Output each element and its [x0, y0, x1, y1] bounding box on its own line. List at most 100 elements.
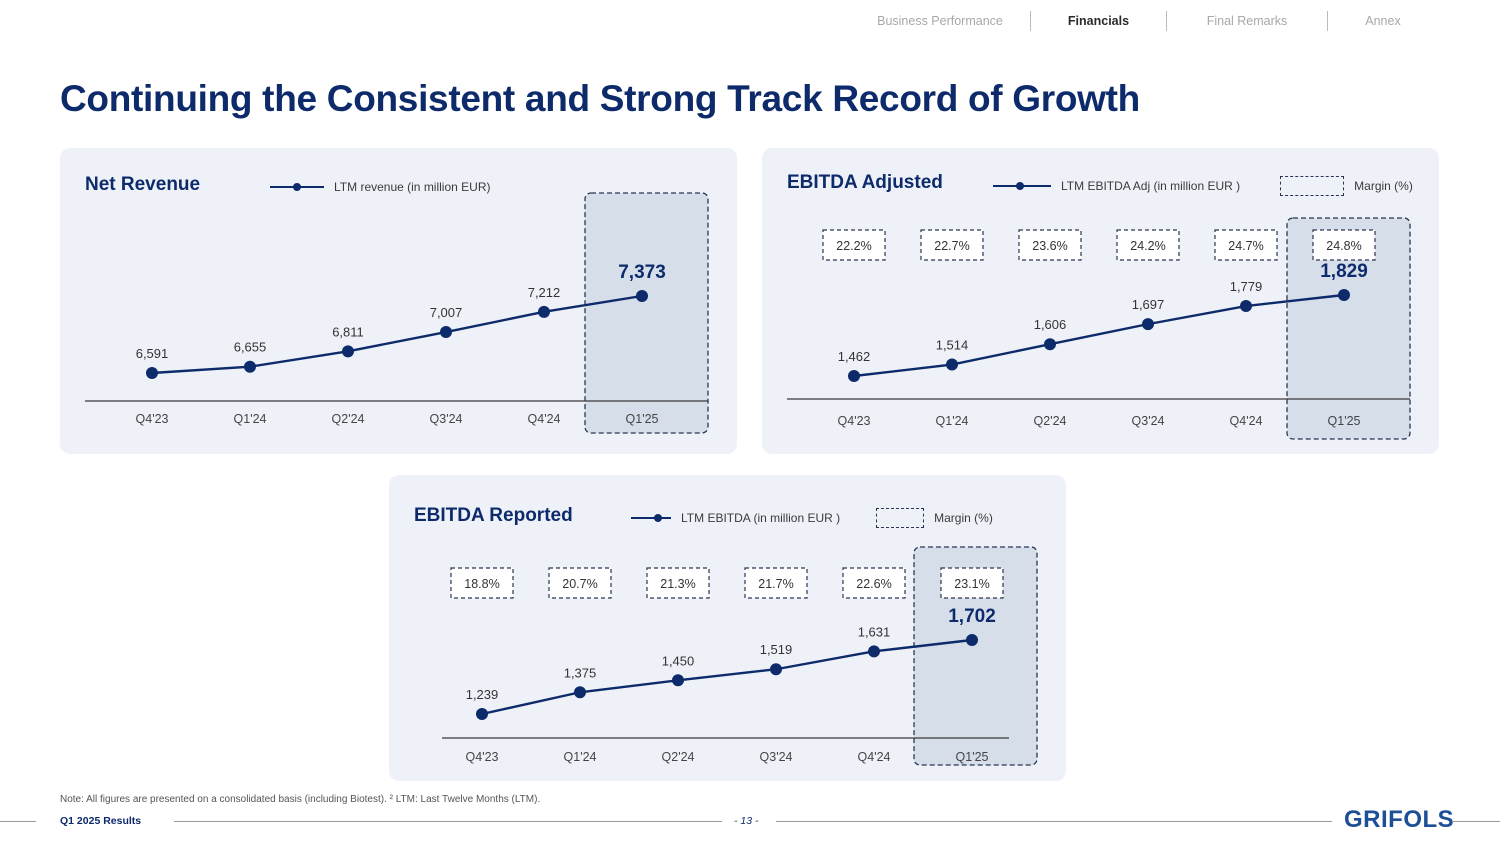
margin-label: 22.7%: [934, 239, 969, 253]
series-line: [481, 638, 973, 716]
margin-label: 24.7%: [1228, 239, 1263, 253]
margin-box: [744, 567, 808, 599]
x-tick-label: Q4'24: [528, 412, 561, 426]
grifols-logo: GRIFOLS: [1344, 806, 1455, 833]
x-tick-label: Q1'24: [234, 412, 267, 426]
data-point: [1338, 289, 1350, 301]
data-point: [868, 645, 880, 658]
data-point: [476, 708, 488, 720]
data-point: [146, 367, 158, 379]
data-label: 1,779: [1230, 279, 1263, 294]
data-label: 7,007: [430, 305, 463, 320]
series-line: [151, 294, 643, 375]
page-title: Continuing the Consistent and Strong Tra…: [60, 78, 1140, 119]
net-revenue-chart: Q4'23 Q1'24 Q2'24 Q3'24 Q4'24 Q1'25 6,591 6,655…: [85, 192, 709, 434]
margin-label: 23.6%: [1032, 239, 1067, 253]
ebitda-adjusted-card: EBITDA Adjusted LTM EBITDA Adj (in milli…: [762, 148, 1439, 454]
data-point: [440, 326, 452, 339]
nav-financials[interactable]: Financials: [1067, 14, 1130, 28]
margin-box: [920, 229, 984, 261]
series-line: [853, 293, 1345, 378]
x-tick-label: Q4'24: [1230, 414, 1263, 428]
legend-margin-label: Margin (%): [934, 511, 993, 525]
x-tick-label: Q2'24: [1034, 414, 1067, 428]
highlight-column: [1286, 217, 1411, 440]
net-revenue-title: Net Revenue: [85, 174, 201, 195]
margin-box: [1214, 229, 1278, 261]
data-point: [636, 290, 648, 302]
data-label: 1,514: [936, 338, 969, 353]
data-point: [1240, 300, 1252, 313]
margin-label: 20.7%: [562, 577, 597, 591]
section-nav: Business Performance Financials Final Re…: [850, 10, 1470, 32]
margin-box: [646, 567, 710, 599]
margin-label: 21.3%: [660, 577, 695, 591]
data-label: 1,375: [564, 665, 597, 680]
margin-label: 24.8%: [1326, 239, 1361, 253]
legend-margin-box-icon: [1280, 176, 1345, 196]
ebitda-reported-legend: LTM EBITDA (in million EUR ) Margin (%): [631, 508, 993, 528]
data-label: 1,519: [760, 642, 793, 657]
margin-label: 22.2%: [836, 239, 871, 253]
margin-label: 23.1%: [954, 577, 989, 591]
margin-box: [1116, 229, 1180, 261]
margin-box: [1018, 229, 1082, 261]
margin-label: 22.6%: [856, 577, 891, 591]
margin-label: 18.8%: [464, 577, 499, 591]
x-tick-label: Q4'23: [466, 750, 499, 764]
footer-divider: [776, 821, 1332, 822]
ebitda-reported-title: EBITDA Reported: [414, 505, 573, 526]
margin-box: [450, 567, 514, 599]
nav-final-remarks[interactable]: Final Remarks: [1206, 14, 1288, 28]
ebitda-adjusted-chart: Q4'23 Q1'24 Q2'24 Q3'24 Q4'24 Q1'25 22.2% 22.7%…: [787, 217, 1411, 440]
data-point: [672, 674, 684, 687]
margin-box: [822, 229, 886, 261]
data-label: 7,212: [528, 285, 561, 300]
data-label: 6,591: [136, 346, 169, 361]
nav-annex[interactable]: Annex: [1365, 14, 1401, 28]
x-tick-label: Q3'24: [760, 750, 793, 764]
margin-label: 21.7%: [758, 577, 793, 591]
data-label: 1,450: [662, 653, 695, 668]
nav-separator: [1327, 11, 1328, 31]
data-point: [966, 634, 978, 646]
legend-margin-label: Margin (%): [1354, 179, 1413, 193]
x-tick-label: Q4'24: [858, 750, 891, 764]
x-tick-label: Q1'24: [564, 750, 597, 764]
x-tick-label: Q4'23: [136, 412, 169, 426]
data-point: [538, 305, 550, 318]
margin-box: [940, 567, 1004, 599]
x-tick-label: Q3'24: [430, 412, 463, 426]
data-point: [244, 360, 256, 373]
footnote: Note: All figures are presented on a con…: [60, 794, 541, 805]
data-point: [770, 663, 782, 676]
data-label: 7,373: [618, 262, 666, 283]
legend-line-marker-icon: [993, 182, 1051, 190]
legend-series-label: LTM revenue (in million EUR): [334, 180, 491, 194]
net-revenue-legend: LTM revenue (in million EUR): [270, 180, 491, 194]
data-point: [574, 686, 586, 699]
footer-divider: [1452, 821, 1500, 822]
x-tick-label: Q1'25: [626, 412, 659, 426]
data-label: 1,829: [1320, 261, 1368, 282]
legend-line-marker-icon: [631, 514, 671, 522]
legend-margin-box-icon: [876, 508, 925, 528]
margin-box: [548, 567, 612, 599]
data-label: 1,702: [948, 606, 996, 627]
x-tick-label: Q2'24: [332, 412, 365, 426]
data-label: 6,811: [332, 324, 364, 339]
ebitda-reported-card: EBITDA Reported LTM EBITDA (in million E…: [389, 475, 1066, 781]
legend-series-label: LTM EBITDA Adj (in million EUR ): [1061, 179, 1241, 193]
highlight-column: [913, 546, 1038, 766]
nav-business-performance[interactable]: Business Performance: [877, 14, 1003, 28]
nav-separator: [1166, 11, 1167, 31]
margin-label: 24.2%: [1130, 239, 1165, 253]
data-point: [1142, 318, 1154, 331]
data-label: 6,655: [234, 340, 267, 355]
x-tick-label: Q1'25: [956, 750, 989, 764]
legend-series-label: LTM EBITDA (in million EUR ): [681, 511, 841, 525]
footer-divider: [174, 821, 722, 822]
page-number: - 13 -: [734, 815, 759, 827]
data-label: 1,462: [838, 349, 871, 364]
legend-line-marker-icon: [270, 183, 324, 191]
